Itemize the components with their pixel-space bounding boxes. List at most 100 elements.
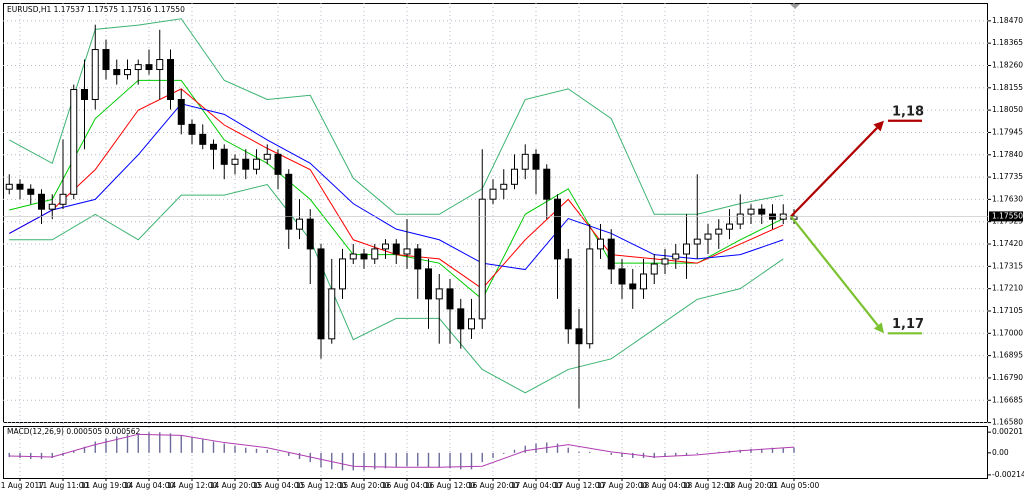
- last-price-box: [989, 211, 1023, 222]
- candle-body: [543, 168, 551, 200]
- x-tick-label: 17 Aug 04:00: [511, 481, 562, 490]
- candle-body: [726, 223, 733, 230]
- candle-body: [27, 188, 35, 195]
- y-tick-label: 1.17420: [992, 239, 1023, 248]
- candle-body: [586, 248, 594, 345]
- candle-body: [414, 248, 422, 270]
- y-tick-label: 1.17105: [992, 306, 1023, 315]
- x-tick-label: 15 Aug 04:00: [253, 481, 304, 490]
- target-label: 1,17: [892, 317, 924, 332]
- candle-body: [81, 89, 88, 100]
- candle-body: [199, 133, 207, 145]
- candle-body: [403, 248, 411, 255]
- candle-body: [511, 168, 518, 185]
- candle-body: [521, 153, 529, 170]
- candle-body: [446, 288, 454, 310]
- indicator-line: [9, 183, 784, 394]
- y-tick-label: 1.16895: [992, 351, 1023, 360]
- candle-body: [640, 273, 647, 290]
- chart-shift-marker: [790, 4, 800, 9]
- chart-title: EURUSD,H1 1.17537 1.17575 1.17516 1.1755…: [7, 5, 185, 14]
- target-arrow-head: [873, 322, 884, 334]
- candle-body: [38, 193, 45, 210]
- candle-body: [597, 238, 604, 250]
- candle-body: [715, 228, 723, 235]
- candle-body: [349, 253, 357, 260]
- y-tick-label: 1.18050: [992, 105, 1023, 114]
- macd-signal-line: [9, 433, 795, 468]
- y-tick-label: 1.18155: [992, 83, 1023, 92]
- candle-body: [210, 143, 217, 150]
- candle-body: [425, 268, 432, 300]
- candle-body: [70, 89, 78, 195]
- x-tick-label: 14 Aug 12:00: [167, 481, 218, 490]
- candle-body: [457, 308, 465, 330]
- candle-body: [435, 288, 443, 300]
- candle-body: [704, 233, 712, 240]
- candle-body: [59, 193, 67, 205]
- y-tick-label: 1.18470: [992, 16, 1023, 25]
- candle-body: [339, 258, 346, 290]
- x-tick-label: 14 Aug 20:00: [210, 481, 261, 490]
- candle-body: [306, 218, 314, 250]
- candle-body: [382, 243, 389, 250]
- x-tick-label: 16 Aug 12:00: [425, 481, 476, 490]
- y-tick-label: 0.00: [992, 448, 1009, 457]
- candle-body: [263, 153, 271, 160]
- candle-body: [683, 243, 690, 255]
- candle-body: [500, 183, 508, 190]
- candle-body: [758, 208, 766, 215]
- y-tick-label: 1.17840: [992, 150, 1023, 159]
- y-tick-label: 1.18365: [992, 38, 1023, 47]
- y-tick-label: 0.00201: [992, 427, 1023, 436]
- candle-body: [554, 198, 561, 260]
- x-tick-label: 16 Aug 20:00: [468, 481, 519, 490]
- candle-body: [113, 69, 121, 76]
- last-price-label: 1.17550: [992, 211, 1023, 220]
- candle-body: [392, 243, 400, 255]
- candle-body: [91, 49, 99, 100]
- candle-body: [317, 248, 325, 340]
- y-tick-label: 1.17945: [992, 127, 1023, 136]
- candle-body: [478, 198, 486, 320]
- x-tick-label: 17 Aug 20:00: [597, 481, 648, 490]
- candle-body: [134, 64, 142, 71]
- candle-body: [532, 153, 540, 170]
- candle-body: [575, 328, 583, 345]
- y-tick-label: 1.17315: [992, 261, 1023, 270]
- y-tick-label: 1.17630: [992, 194, 1023, 203]
- candle-body: [5, 183, 13, 190]
- candle-body: [124, 69, 131, 76]
- y-tick-label: -0.00214: [992, 470, 1024, 479]
- x-tick-label: 18 Aug 04:00: [640, 481, 691, 490]
- candle-body: [177, 98, 185, 125]
- y-tick-label: 1.17000: [992, 328, 1023, 337]
- candle-body: [693, 238, 701, 245]
- macd-panel-frame: [3, 426, 988, 479]
- candle-body: [736, 213, 744, 225]
- candle-body: [672, 253, 680, 260]
- candle-body: [285, 173, 293, 230]
- y-tick-label: 1.18260: [992, 60, 1023, 69]
- candle-body: [607, 238, 615, 270]
- x-tick-label: 21 Aug 05:00: [769, 481, 820, 490]
- candle-body: [629, 283, 637, 290]
- candle-body: [296, 218, 303, 230]
- x-tick-label: 17 Aug 12:00: [554, 481, 605, 490]
- candle-body: [16, 183, 24, 190]
- candle-body: [274, 153, 282, 175]
- y-tick-label: 1.16580: [992, 418, 1023, 427]
- x-tick-label: 18 Aug 20:00: [726, 481, 777, 490]
- x-tick-label: 11 Aug 19:00: [81, 481, 132, 490]
- candle-body: [167, 59, 174, 100]
- candle-body: [661, 258, 669, 265]
- candle-body: [102, 49, 110, 71]
- x-tick-label: 18 Aug 12:00: [683, 481, 734, 490]
- candle-body: [145, 64, 153, 71]
- candle-body: [650, 263, 658, 275]
- candle-body: [220, 148, 228, 165]
- x-tick-label: 16 Aug 04:00: [382, 481, 433, 490]
- target-arrow: [790, 127, 878, 218]
